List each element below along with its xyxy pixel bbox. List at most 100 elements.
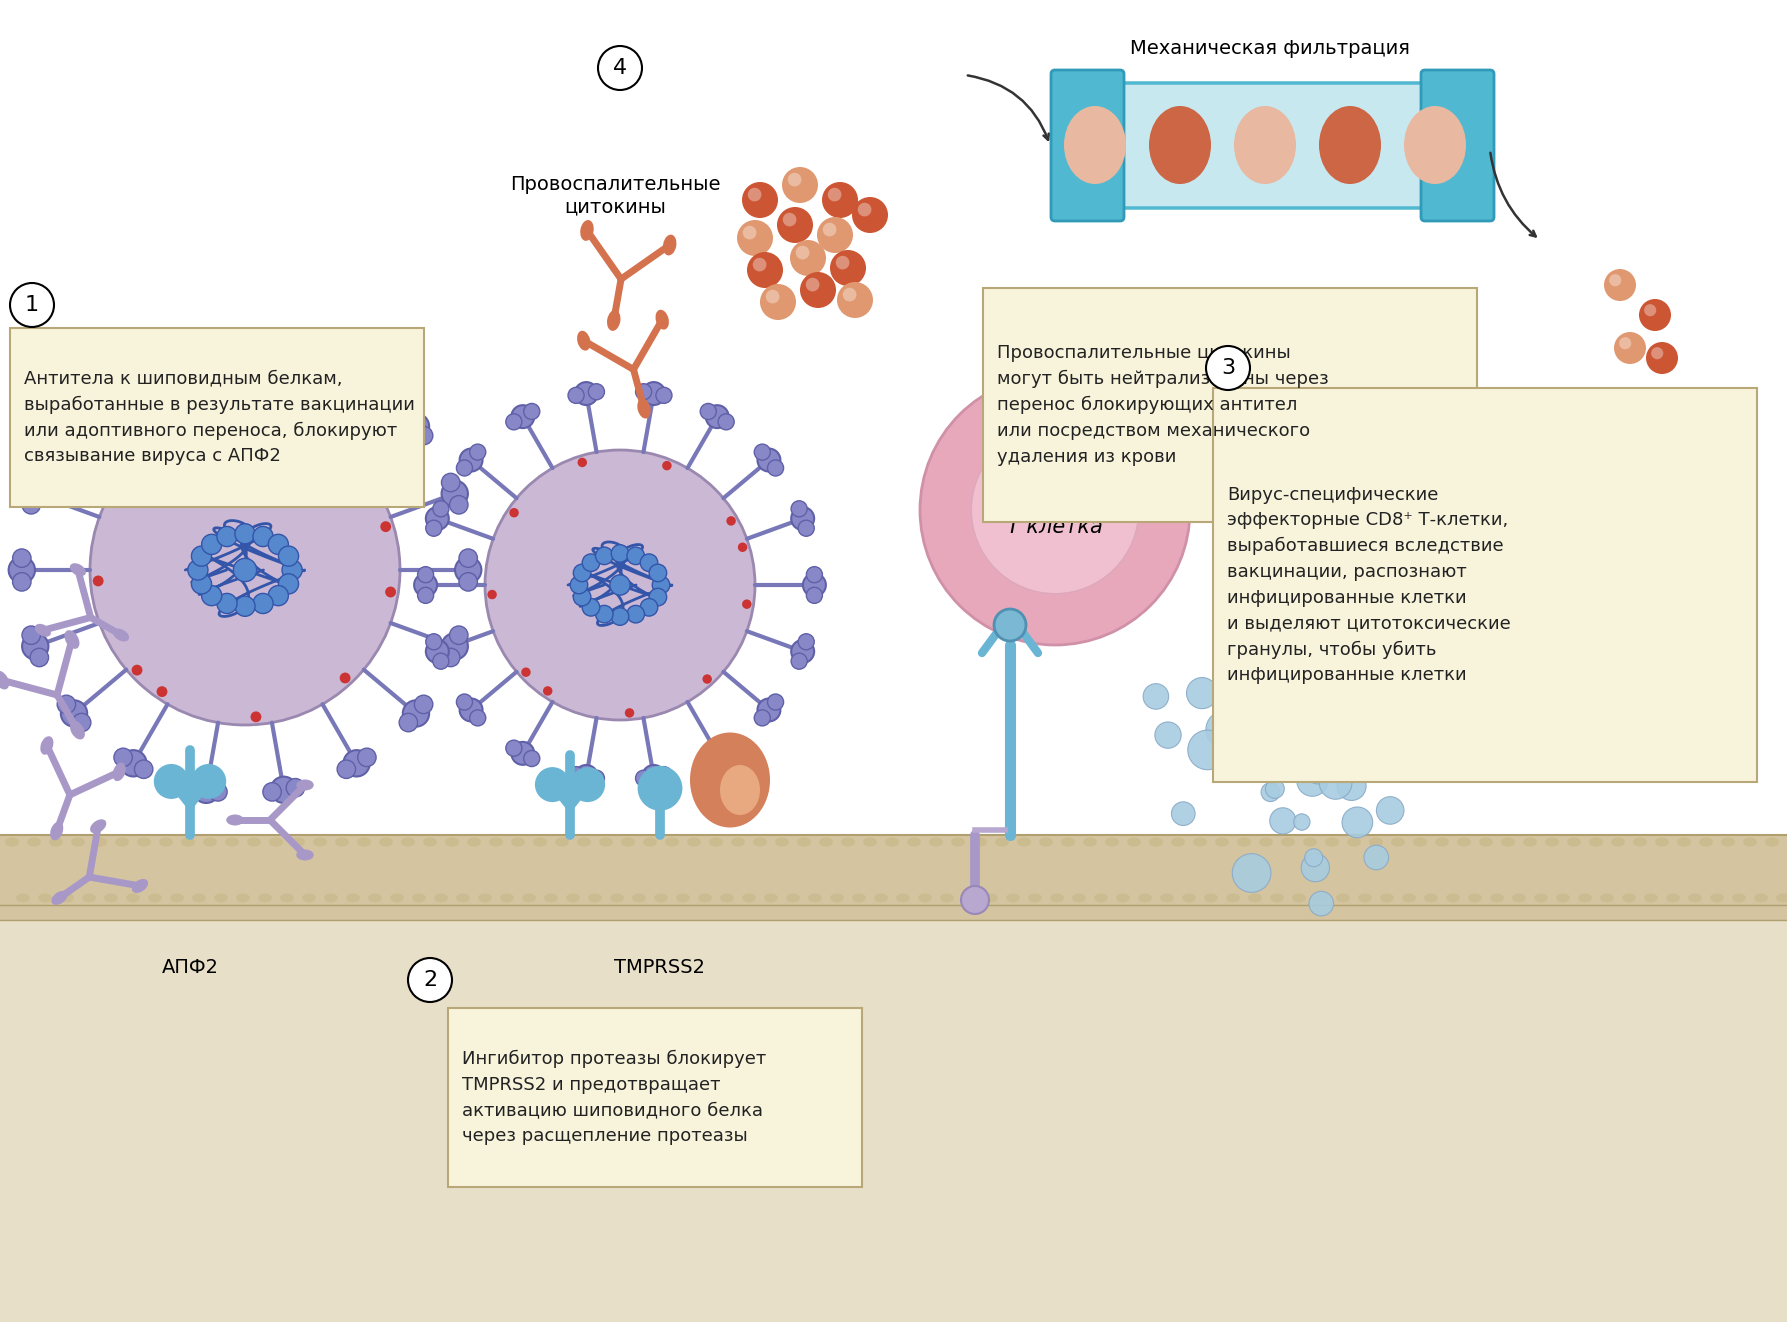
Circle shape xyxy=(706,405,729,428)
Ellipse shape xyxy=(1612,838,1624,846)
Ellipse shape xyxy=(1271,894,1285,903)
Circle shape xyxy=(407,958,452,1002)
Circle shape xyxy=(583,599,600,616)
Circle shape xyxy=(656,767,672,783)
Circle shape xyxy=(191,546,211,566)
Ellipse shape xyxy=(1281,838,1296,846)
Ellipse shape xyxy=(1644,894,1658,903)
Circle shape xyxy=(843,288,856,301)
Ellipse shape xyxy=(581,219,593,241)
Circle shape xyxy=(441,648,459,666)
Circle shape xyxy=(425,633,441,650)
Ellipse shape xyxy=(874,894,888,903)
Ellipse shape xyxy=(466,838,481,846)
Circle shape xyxy=(754,444,770,460)
Circle shape xyxy=(817,217,852,253)
Circle shape xyxy=(792,640,815,662)
Circle shape xyxy=(575,382,597,405)
Ellipse shape xyxy=(1665,894,1680,903)
Circle shape xyxy=(30,473,48,492)
Ellipse shape xyxy=(720,765,759,814)
Ellipse shape xyxy=(1435,838,1449,846)
Circle shape xyxy=(768,460,783,476)
Ellipse shape xyxy=(1742,838,1757,846)
Ellipse shape xyxy=(1490,894,1505,903)
Ellipse shape xyxy=(159,838,173,846)
Circle shape xyxy=(1651,348,1664,360)
Ellipse shape xyxy=(985,894,997,903)
Circle shape xyxy=(701,751,717,767)
Circle shape xyxy=(534,767,570,802)
Ellipse shape xyxy=(1215,838,1229,846)
Ellipse shape xyxy=(1456,838,1471,846)
Circle shape xyxy=(197,424,207,435)
Ellipse shape xyxy=(656,309,668,329)
Circle shape xyxy=(792,653,808,669)
Circle shape xyxy=(1217,683,1244,709)
Circle shape xyxy=(652,576,670,594)
Ellipse shape xyxy=(323,894,338,903)
Circle shape xyxy=(754,710,770,726)
Circle shape xyxy=(568,767,584,783)
Circle shape xyxy=(418,587,434,603)
Circle shape xyxy=(627,605,645,623)
Circle shape xyxy=(1188,730,1228,769)
Circle shape xyxy=(583,554,600,571)
Circle shape xyxy=(599,46,642,90)
Circle shape xyxy=(642,765,665,788)
Ellipse shape xyxy=(1755,894,1767,903)
Ellipse shape xyxy=(5,838,20,846)
Ellipse shape xyxy=(34,624,50,637)
Circle shape xyxy=(254,594,273,613)
Circle shape xyxy=(1144,683,1169,709)
Ellipse shape xyxy=(313,838,327,846)
Circle shape xyxy=(202,586,222,605)
Ellipse shape xyxy=(1072,894,1086,903)
Circle shape xyxy=(21,480,48,506)
Ellipse shape xyxy=(1623,894,1637,903)
Circle shape xyxy=(120,750,147,776)
Circle shape xyxy=(640,554,658,571)
Circle shape xyxy=(790,241,826,276)
Circle shape xyxy=(768,694,783,710)
Circle shape xyxy=(1308,891,1333,916)
Circle shape xyxy=(114,373,132,391)
Ellipse shape xyxy=(191,894,206,903)
Ellipse shape xyxy=(1556,894,1571,903)
Ellipse shape xyxy=(1138,894,1153,903)
Circle shape xyxy=(134,760,154,779)
Ellipse shape xyxy=(132,879,148,892)
Circle shape xyxy=(459,572,477,591)
Ellipse shape xyxy=(1721,838,1735,846)
Circle shape xyxy=(61,414,88,440)
Circle shape xyxy=(381,521,391,531)
Circle shape xyxy=(484,449,754,720)
Circle shape xyxy=(286,342,304,361)
Ellipse shape xyxy=(1319,106,1381,184)
Circle shape xyxy=(13,549,30,567)
Ellipse shape xyxy=(1149,106,1212,184)
Circle shape xyxy=(209,783,227,801)
Ellipse shape xyxy=(1766,838,1780,846)
Circle shape xyxy=(415,427,432,444)
FancyBboxPatch shape xyxy=(449,1007,861,1187)
Ellipse shape xyxy=(93,838,107,846)
Ellipse shape xyxy=(1390,838,1405,846)
Circle shape xyxy=(706,742,729,765)
Circle shape xyxy=(777,208,813,243)
Ellipse shape xyxy=(1038,838,1053,846)
Circle shape xyxy=(758,448,781,472)
Circle shape xyxy=(638,765,683,810)
Circle shape xyxy=(506,414,522,430)
Circle shape xyxy=(386,587,397,598)
Circle shape xyxy=(193,337,220,364)
Circle shape xyxy=(736,219,774,256)
Circle shape xyxy=(1297,765,1328,796)
Ellipse shape xyxy=(556,838,568,846)
Circle shape xyxy=(186,779,204,797)
Circle shape xyxy=(357,748,375,767)
Circle shape xyxy=(343,750,370,776)
Ellipse shape xyxy=(663,234,677,255)
Ellipse shape xyxy=(204,838,216,846)
Circle shape xyxy=(1233,854,1271,892)
